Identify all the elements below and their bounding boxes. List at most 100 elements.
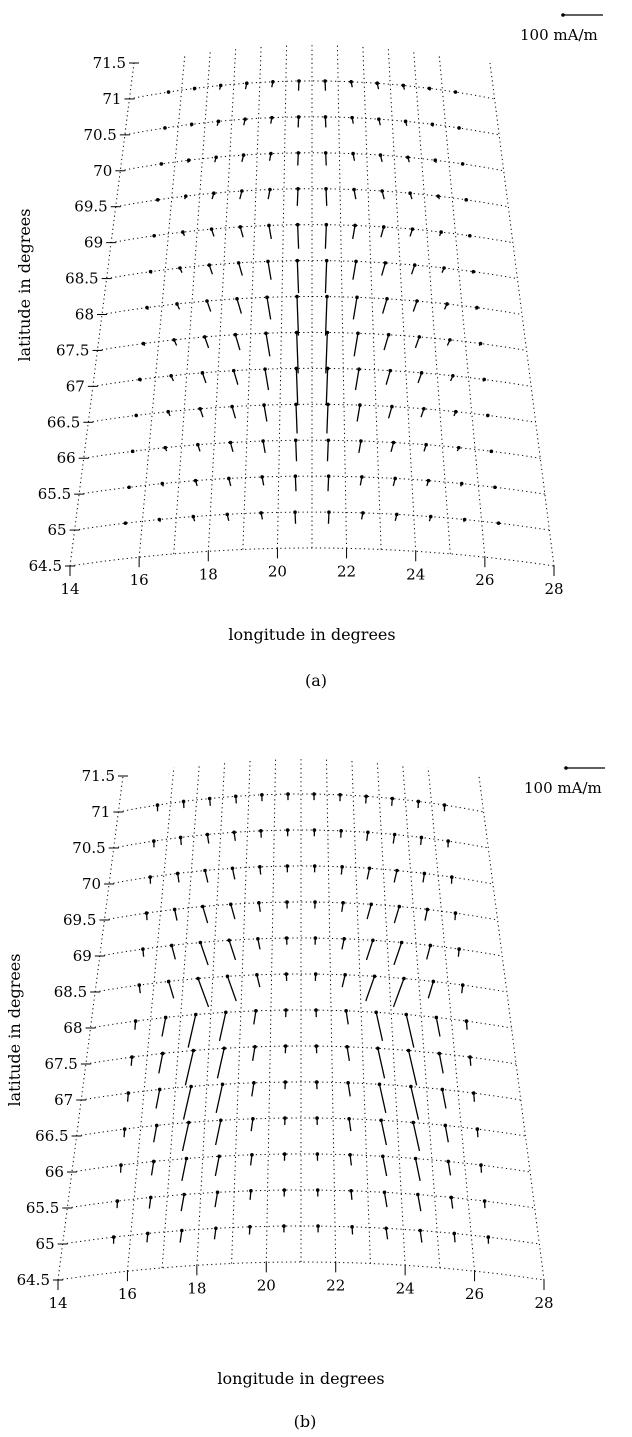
current-vector [453, 1233, 456, 1243]
current-vector [194, 480, 198, 487]
current-vector [391, 798, 393, 806]
current-vector [238, 262, 243, 276]
current-vector [417, 1194, 422, 1212]
current-vector [295, 368, 299, 406]
current-vector [180, 1194, 185, 1212]
current-vector [441, 267, 445, 273]
current-vector [324, 224, 327, 249]
current-vector [187, 159, 190, 163]
current-vector [407, 1050, 418, 1086]
current-vector [423, 444, 427, 452]
y-tick-label: 67.5 [44, 1055, 77, 1073]
vector-origin [252, 1081, 256, 1085]
vector-origin [339, 829, 343, 833]
current-vector [135, 415, 138, 418]
grid-parallel [57, 1261, 545, 1281]
current-vector [375, 1012, 384, 1041]
current-vector [327, 512, 330, 524]
y-tick-label: 70 [93, 162, 112, 180]
current-vector [486, 415, 489, 418]
current-vector [146, 307, 149, 310]
current-vector [181, 1122, 190, 1152]
current-vector [428, 88, 431, 91]
vector-origin [425, 907, 430, 912]
current-vector [296, 260, 300, 294]
current-vector [352, 261, 357, 280]
current-vector [402, 85, 406, 90]
vector-origin [282, 1188, 287, 1192]
current-vector [476, 1129, 479, 1138]
current-vector [358, 440, 362, 453]
vector-origin [251, 1117, 255, 1121]
y-tick-label: 66.5 [47, 413, 80, 431]
current-vector [236, 298, 242, 314]
current-vector [377, 1048, 386, 1079]
current-vector [325, 188, 328, 206]
current-vector [156, 199, 159, 202]
current-vector [381, 262, 386, 276]
scale-bar-origin [564, 766, 568, 770]
current-vector [431, 124, 434, 127]
current-vector [409, 228, 414, 237]
vector-origin [313, 972, 318, 976]
current-vector [208, 264, 214, 275]
current-vector [204, 336, 210, 349]
vector-origin [349, 1189, 353, 1193]
current-vector [294, 476, 297, 492]
grid-meridian [413, 50, 451, 554]
x-tick-label: 18 [199, 565, 218, 583]
current-vector [161, 1017, 167, 1037]
current-vector [438, 231, 442, 237]
grid-parallel [67, 1189, 535, 1209]
current-vector [256, 974, 261, 988]
current-vector [392, 834, 396, 844]
current-vector [475, 307, 478, 310]
chart-panel-1: 64.5 65 65.5 66 66.5 67 67.5 68 68.5 69 69.5 70 70.5… [5, 758, 605, 1431]
current-vector [366, 832, 369, 841]
grid-meridian [207, 48, 237, 552]
vector-origin [345, 1045, 349, 1049]
current-vector [392, 978, 405, 1008]
vector-origin [327, 510, 331, 514]
x-tick-label: 22 [326, 1276, 345, 1294]
current-vector [381, 190, 385, 200]
current-vector [325, 152, 327, 166]
current-vector [158, 519, 161, 523]
grid-meridian [351, 759, 371, 1264]
current-vector [214, 1156, 220, 1177]
y-tick-label: 68.5 [65, 270, 98, 288]
current-vector [325, 332, 328, 374]
current-vector [153, 1125, 158, 1143]
x-tick-label: 16 [130, 571, 149, 589]
x-tick-label: 22 [337, 562, 356, 580]
x-tick-label: 18 [187, 1279, 206, 1297]
current-vector [173, 909, 178, 921]
x-tick-label: 26 [465, 1285, 484, 1303]
current-vector [441, 1089, 447, 1109]
current-vector [215, 1084, 224, 1113]
x-tick-label: 20 [257, 1276, 276, 1294]
vector-origin [271, 79, 275, 84]
current-vector [412, 300, 418, 312]
y-tick-label: 68 [63, 1019, 82, 1037]
current-vector [123, 1129, 126, 1138]
vector-origin [353, 223, 357, 228]
vector-origin [342, 937, 346, 941]
grid-parallel [129, 80, 495, 100]
current-vector [325, 368, 329, 406]
current-vector [234, 334, 241, 351]
grid-parallel [95, 973, 507, 993]
vector-origin [442, 803, 447, 807]
current-vector [340, 866, 343, 875]
current-vector [228, 940, 237, 961]
current-vector [365, 940, 374, 961]
current-vector [258, 902, 261, 912]
grid-meridian [376, 761, 406, 1266]
current-vector [419, 1230, 423, 1243]
grid-parallel [81, 1081, 521, 1101]
x-tick-label: 26 [475, 571, 494, 589]
current-vector [251, 1082, 255, 1097]
current-vector [179, 1230, 183, 1243]
current-vector [297, 224, 300, 249]
